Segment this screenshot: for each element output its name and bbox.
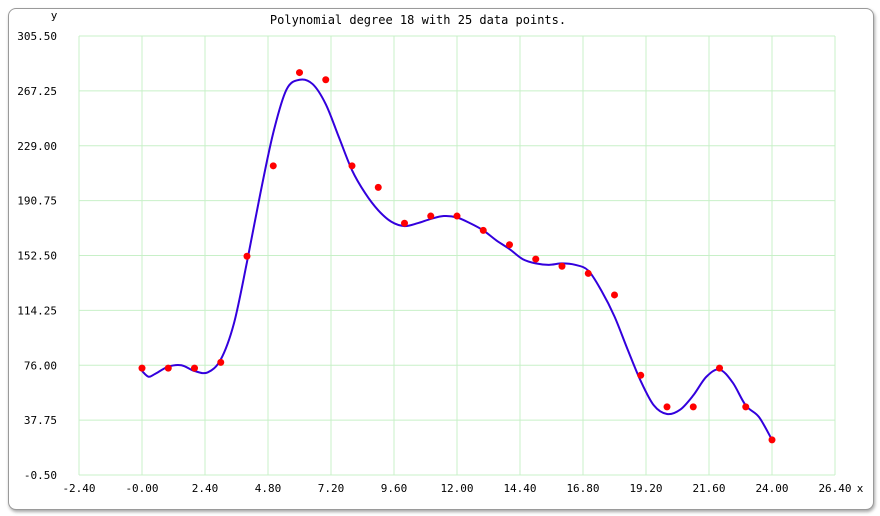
x-tick-label: 19.20 xyxy=(629,482,662,495)
x-tick-label: 24.00 xyxy=(755,482,788,495)
x-tick-label: 9.60 xyxy=(381,482,408,495)
data-point xyxy=(374,183,382,191)
y-tick-label: -0.50 xyxy=(24,469,57,482)
curve xyxy=(141,78,773,441)
data-point xyxy=(427,212,435,220)
y-tick-label: 76.00 xyxy=(24,359,57,372)
data-point xyxy=(217,358,225,366)
data-point xyxy=(322,76,330,84)
y-tick-label: 114.25 xyxy=(17,304,57,317)
data-points xyxy=(138,69,776,444)
chart-title: Polynomial degree 18 with 25 data points… xyxy=(270,13,566,27)
x-tick-label: 4.80 xyxy=(255,482,282,495)
x-tick-label: 14.40 xyxy=(503,482,536,495)
data-point xyxy=(191,364,198,372)
x-tick-label: 21.60 xyxy=(692,482,725,495)
data-point xyxy=(768,436,776,444)
data-point xyxy=(532,255,540,263)
chart-frame xyxy=(8,8,874,510)
data-point xyxy=(716,364,723,372)
data-point xyxy=(164,364,172,372)
y-tick-label: 267.25 xyxy=(17,85,57,98)
x-tick-label: 12.00 xyxy=(440,482,473,495)
grid xyxy=(78,35,836,476)
tick-labels: -2.40 -0.00 2.40 4.80 7.20 9.60 12.00 14.40 16.8… xyxy=(17,30,851,495)
y-axis-label: y xyxy=(51,9,58,22)
y-tick-label: 152.50 xyxy=(17,250,57,263)
data-point xyxy=(742,403,750,411)
x-tick-label: 26.40 xyxy=(818,482,851,495)
y-tick-label: 37.75 xyxy=(24,414,57,427)
x-tick-label: 16.80 xyxy=(566,482,599,495)
data-point xyxy=(663,403,671,411)
data-point xyxy=(558,262,566,270)
data-point xyxy=(138,364,146,372)
y-tick-label: 305.50 xyxy=(17,30,57,43)
data-point xyxy=(453,212,461,220)
x-tick-label: -0.00 xyxy=(125,482,158,495)
data-point xyxy=(689,403,697,411)
data-point xyxy=(506,241,513,249)
data-point xyxy=(584,269,592,277)
data-point xyxy=(243,252,251,260)
data-point xyxy=(269,162,277,170)
data-point xyxy=(479,226,487,234)
x-tick-label: -2.40 xyxy=(62,482,95,495)
x-tick-label: 7.20 xyxy=(318,482,345,495)
data-point xyxy=(637,371,645,379)
polynomial-curve xyxy=(141,78,773,441)
x-axis-label: x xyxy=(857,482,864,495)
y-tick-label: 190.75 xyxy=(17,195,57,208)
data-point xyxy=(401,219,408,227)
x-tick-label: 2.40 xyxy=(192,482,219,495)
data-point xyxy=(348,162,356,170)
data-point xyxy=(296,69,303,77)
data-point xyxy=(611,291,618,299)
y-tick-label: 229.00 xyxy=(17,140,57,153)
